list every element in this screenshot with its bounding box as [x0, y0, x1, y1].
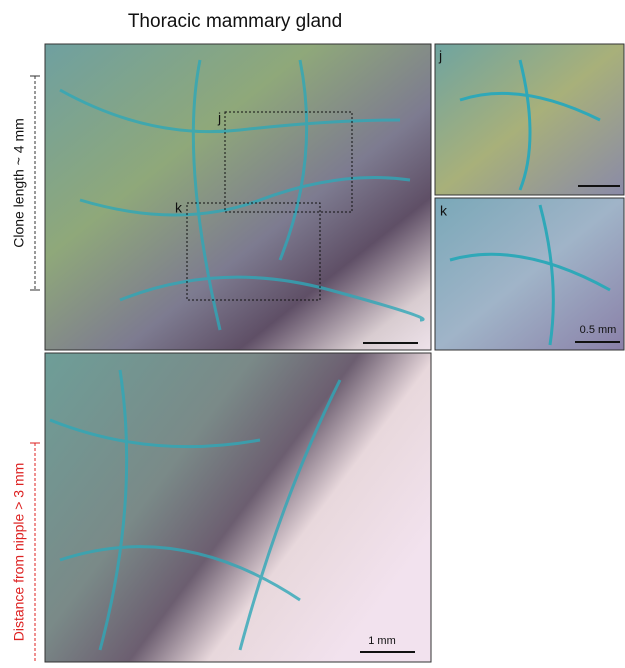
- figure-title: Thoracic mammary gland: [128, 11, 342, 32]
- inset-label: j: [438, 48, 442, 64]
- scale-label: 0.5 mm: [580, 324, 617, 336]
- figure: Thoracic mammary gland j k j k 0.5 mm 1 …: [0, 0, 625, 663]
- bottom-panel: [45, 353, 431, 662]
- side-label: Distance from nipple > 3 mm: [11, 463, 27, 642]
- side-label: Clone length ~ 4 mm: [11, 118, 27, 248]
- scale-label: 1 mm: [368, 635, 396, 647]
- box-label: j: [217, 110, 221, 126]
- inset-label: k: [440, 203, 448, 219]
- main-panel: [45, 44, 431, 350]
- box-label: k: [175, 200, 183, 216]
